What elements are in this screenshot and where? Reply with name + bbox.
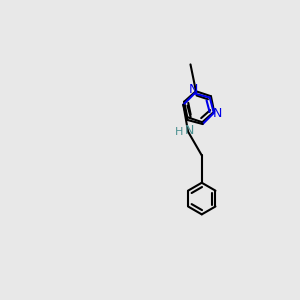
Text: N: N bbox=[189, 83, 198, 97]
Text: H: H bbox=[175, 127, 183, 137]
Text: N: N bbox=[213, 107, 222, 120]
Text: N: N bbox=[185, 124, 194, 137]
